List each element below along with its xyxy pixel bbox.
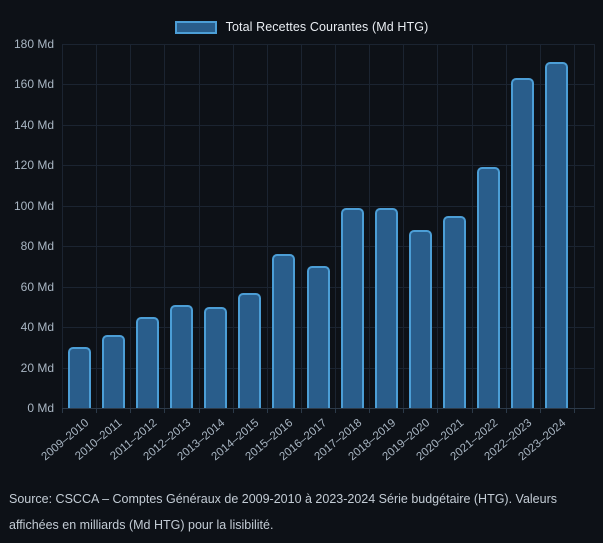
x-axis-tick <box>199 408 200 413</box>
x-gridline <box>403 44 404 408</box>
x-axis-tick <box>267 408 268 413</box>
bar <box>443 216 467 408</box>
bar <box>545 62 569 408</box>
x-axis-line <box>62 408 595 409</box>
y-tick-label: 120 Md <box>13 158 54 173</box>
x-gridline <box>267 44 268 408</box>
x-gridline <box>594 44 595 408</box>
bar <box>477 167 501 408</box>
x-axis-tick <box>403 408 404 413</box>
x-gridline <box>335 44 336 408</box>
y-tick-label: 180 Md <box>13 37 54 51</box>
y-tick-label: 0 Md <box>27 401 54 415</box>
bar <box>272 254 296 408</box>
x-gridline <box>62 44 63 408</box>
x-gridline <box>472 44 473 408</box>
source-note: Source: CSCCA – Comptes Généraux de 2009… <box>9 492 557 532</box>
x-gridline <box>437 44 438 408</box>
x-axis-tick <box>540 408 541 413</box>
x-axis-tick <box>335 408 336 413</box>
y-tick-label: 140 Md <box>13 117 54 132</box>
x-gridline <box>199 44 200 408</box>
y-tick-label: 160 Md <box>13 77 54 92</box>
bar <box>169 305 193 408</box>
plot-area: 2009–2010 2010–2011 2011–2012 2012–2013 2013… <box>39 44 595 463</box>
x-axis-tick <box>301 408 302 413</box>
x-axis-tick <box>164 408 165 413</box>
x-axis-tick <box>130 408 131 413</box>
x-gridline <box>233 44 234 408</box>
x-axis-tick <box>96 408 97 413</box>
bar <box>135 317 159 408</box>
bar <box>238 293 262 408</box>
x-axis-tick <box>233 408 234 413</box>
x-gridline <box>96 44 97 408</box>
bar <box>511 78 535 408</box>
legend-swatch-icon <box>174 20 217 34</box>
x-gridline <box>540 44 541 408</box>
legend-label: Total Recettes Courantes (Md HTG) <box>225 20 429 34</box>
y-tick-label: 60 Md <box>20 279 54 294</box>
bar <box>408 230 432 408</box>
y-tick-label: 100 Md <box>13 198 54 213</box>
x-axis-tick <box>574 408 575 413</box>
bar <box>204 307 228 408</box>
y-gridline <box>62 124 595 126</box>
y-gridline <box>62 84 595 86</box>
x-axis-tick <box>437 408 438 413</box>
y-tick-label: 40 Md <box>20 320 54 335</box>
x-axis-tick <box>369 408 370 413</box>
x-gridline <box>130 44 131 408</box>
y-gridline <box>62 246 595 248</box>
y-tick-label: 20 Md <box>20 360 54 375</box>
bar <box>340 208 364 408</box>
bar <box>374 208 398 408</box>
y-gridline <box>62 205 595 207</box>
x-gridline <box>301 44 302 408</box>
bar-chart: 2009–2010 2010–2011 2011–2012 2012–2013 2013… <box>0 37 603 463</box>
y-tick-label: 80 Md <box>20 239 54 254</box>
x-gridline <box>574 44 575 408</box>
x-gridline <box>506 44 507 408</box>
legend: Total Recettes Courantes (Md HTG) <box>0 20 603 34</box>
bar <box>67 347 91 408</box>
x-axis-tick <box>506 408 507 413</box>
x-gridline <box>164 44 165 408</box>
x-gridline <box>369 44 370 408</box>
x-axis-tick <box>472 408 473 413</box>
bar <box>306 266 330 408</box>
y-gridline <box>62 44 595 45</box>
bar <box>101 335 125 408</box>
y-gridline <box>62 165 595 167</box>
x-axis-tick <box>62 408 63 413</box>
